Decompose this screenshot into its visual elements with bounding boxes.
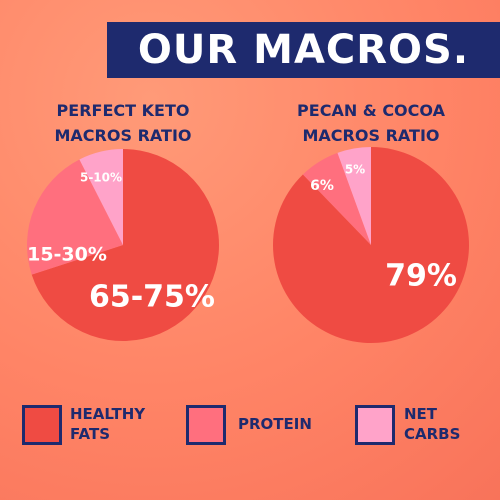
slice-label: 5-10% (80, 171, 122, 185)
legend-label: NET CARBS (404, 405, 461, 443)
slice-label: 5% (345, 163, 365, 177)
legend-label: PROTEIN (238, 415, 312, 433)
pie-slice (31, 149, 220, 342)
pie-slice (79, 149, 123, 245)
pie-title: PERFECT KETO MACROS RATIO (54, 101, 192, 145)
slice-label: 79% (385, 259, 457, 294)
title: OUR MACROS. (107, 22, 500, 78)
legend-swatch (22, 405, 62, 445)
pie-slice (27, 159, 123, 275)
legend-swatch (355, 405, 395, 445)
pie-slice (302, 152, 371, 245)
slice-label: 65-75% (89, 280, 215, 315)
legend-swatch (186, 405, 226, 445)
slice-label: 6% (310, 178, 334, 194)
pie-slice (272, 147, 469, 343)
legend-label: HEALTHY FATS (70, 405, 146, 443)
slice-label: 15-30% (27, 244, 107, 266)
pie-slice (337, 147, 371, 245)
pie-title: PECAN & COCOA MACROS RATIO (297, 101, 445, 145)
